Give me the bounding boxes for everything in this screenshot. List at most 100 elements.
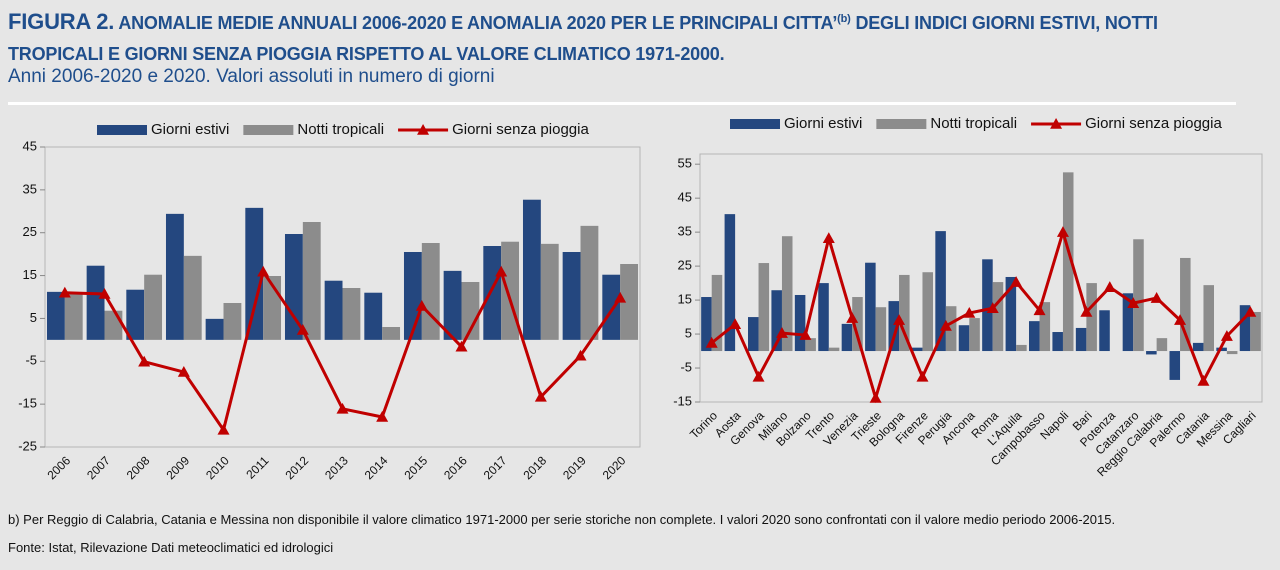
- legend-swatch: [1050, 118, 1063, 129]
- bar: [1052, 332, 1063, 352]
- bar: [794, 294, 806, 352]
- legend-label: Giorni estivi: [784, 115, 862, 132]
- legend-swatch: [243, 125, 294, 135]
- bar: [421, 243, 440, 340]
- x-tick-label: 2015: [401, 453, 430, 482]
- bar: [724, 214, 736, 352]
- bar: [620, 264, 639, 340]
- bar: [1099, 310, 1110, 352]
- marker: [138, 355, 151, 367]
- bar: [205, 318, 224, 340]
- bar: [602, 274, 621, 340]
- bar: [104, 310, 123, 340]
- marker: [1127, 297, 1140, 308]
- bar: [841, 323, 853, 352]
- marker: [1244, 305, 1257, 317]
- x-tick-label: 2019: [560, 453, 589, 482]
- marker: [257, 265, 270, 277]
- marker: [1174, 314, 1187, 325]
- bar: [781, 236, 793, 352]
- bar: [1029, 321, 1040, 352]
- bar: [1156, 338, 1168, 352]
- marker: [1220, 330, 1233, 341]
- x-tick-label: 2020: [600, 453, 629, 482]
- legend-label: Notti tropicali: [297, 121, 384, 138]
- bar: [223, 303, 242, 340]
- bar: [324, 280, 343, 340]
- bar: [580, 225, 599, 340]
- bar: [46, 291, 65, 340]
- bar: [1169, 351, 1181, 380]
- x-tick-label: 2012: [282, 453, 311, 482]
- bar: [382, 327, 401, 340]
- marker: [1197, 374, 1210, 386]
- y-tick-label: 5: [30, 310, 37, 325]
- bar: [342, 288, 361, 340]
- bar: [1016, 344, 1027, 352]
- x-tick-label: 2008: [124, 453, 153, 482]
- bar: [126, 289, 145, 340]
- marker: [455, 340, 468, 352]
- legend-label: Giorni senza pioggia: [452, 121, 589, 138]
- bar: [1146, 351, 1157, 355]
- marker: [705, 336, 718, 348]
- marker: [729, 318, 742, 330]
- x-tick-label: 2017: [481, 453, 510, 482]
- marker: [1080, 305, 1093, 317]
- bar: [818, 283, 829, 352]
- marker: [1056, 226, 1069, 237]
- x-tick-label: 2010: [203, 453, 232, 482]
- bar: [899, 274, 910, 352]
- bar: [1122, 293, 1134, 352]
- y-tick-label: -15: [673, 393, 692, 408]
- y-tick-label: 25: [678, 258, 692, 273]
- legend-swatch: [730, 119, 780, 129]
- bar: [1086, 283, 1097, 352]
- marker: [58, 286, 71, 298]
- bar: [302, 222, 321, 340]
- title-text: ANOMALIE MEDIE ANNUALI 2006-2020 E ANOMA…: [118, 13, 838, 33]
- bar: [992, 282, 1004, 352]
- bar: [758, 263, 770, 352]
- bar: [1062, 172, 1074, 352]
- bar: [1250, 311, 1261, 352]
- bar: [958, 325, 970, 352]
- x-tick-label: 2011: [243, 453, 271, 481]
- bar: [1075, 327, 1087, 352]
- marker: [869, 391, 882, 403]
- bar: [540, 243, 559, 340]
- bar: [1226, 351, 1238, 355]
- bar: [748, 317, 759, 352]
- y-tick-label: 55: [678, 156, 692, 171]
- marker: [1010, 276, 1023, 287]
- bar: [364, 292, 383, 340]
- marker: [939, 319, 952, 331]
- legend-swatch: [97, 125, 147, 135]
- footnote: b) Per Reggio di Calabria, Catania e Mes…: [8, 512, 1116, 527]
- bar: [522, 199, 541, 340]
- bar: [1039, 302, 1051, 352]
- bar: [1192, 342, 1204, 352]
- x-tick-label: 2007: [84, 453, 113, 482]
- bar: [771, 290, 782, 352]
- bar: [245, 207, 264, 340]
- bar: [461, 282, 480, 340]
- bar: [852, 297, 863, 352]
- x-tick-label: 2018: [520, 453, 549, 482]
- charts: -25 -15 -5 5 15 25 35 45 2006 2007 2008 2009 2010 201…: [18, 115, 1263, 482]
- bar: [865, 262, 876, 352]
- marker: [495, 265, 508, 277]
- figure-label: FIGURA 2.: [8, 9, 115, 34]
- bar: [805, 338, 816, 352]
- legend-label: Notti tropicali: [930, 115, 1017, 132]
- y-tick-label: 15: [678, 292, 692, 307]
- bar: [828, 347, 840, 352]
- source: Fonte: Istat, Rilevazione Dati meteoclim…: [8, 540, 334, 555]
- marker: [177, 366, 190, 377]
- marker: [1103, 281, 1116, 292]
- y-tick-label: -5: [680, 359, 692, 374]
- y-tick-label: 25: [23, 224, 37, 239]
- marker: [574, 349, 587, 361]
- marker: [534, 390, 547, 402]
